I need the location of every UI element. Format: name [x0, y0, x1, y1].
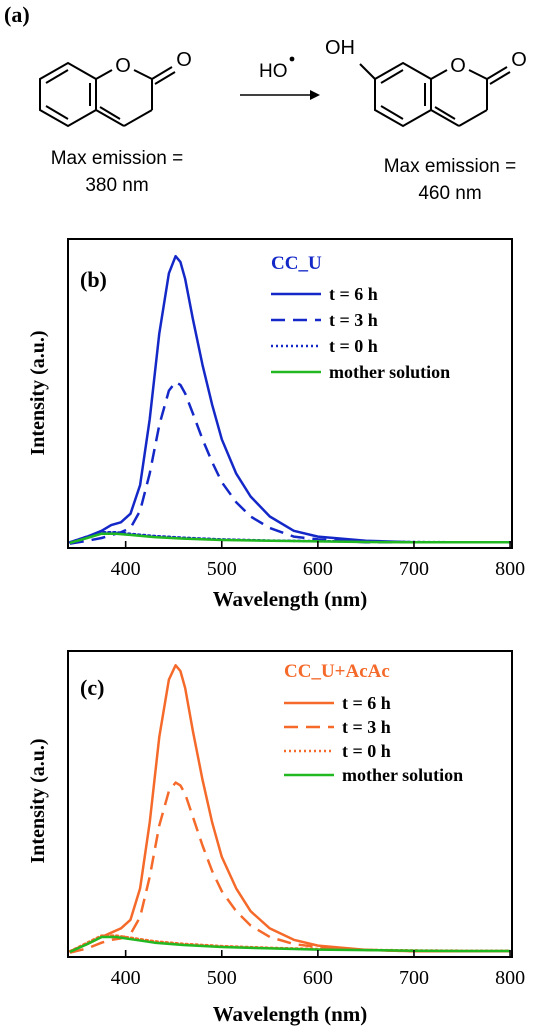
coumarin-structure	[39, 61, 176, 128]
hydroxy-group: OH	[325, 37, 355, 59]
legend-label: t = 0 h	[342, 741, 391, 761]
x-tick-label: 700	[399, 558, 429, 580]
chart-panel-b: 400 500 600 700 800 (b) CC_U t = 6 ht = 3 ht…	[27, 238, 525, 611]
plot-area	[68, 254, 512, 545]
x-tick-label: 400	[111, 967, 141, 989]
legend: t = 6 h t = 3 h t = 0 h mother solution	[284, 693, 463, 785]
series-line-0	[69, 664, 511, 953]
coumarin-ring-o: O	[115, 55, 131, 77]
x-tick-label: 400	[111, 558, 141, 580]
plot-frame	[67, 650, 513, 958]
reactant-caption-line1: Max emission =	[51, 148, 184, 169]
x-tick-label: 800	[495, 558, 525, 580]
x-axis-label: Wavelength (nm)	[213, 587, 368, 611]
reaction-arrow-head	[310, 90, 320, 100]
x-tick-label: 500	[207, 967, 237, 989]
y-axis-label: Intensity (a.u.)	[27, 330, 49, 455]
series-line-0	[69, 254, 511, 544]
x-tick-label: 600	[303, 967, 333, 989]
legend-title: CC_U+AcAc	[284, 661, 390, 682]
legend-title: CC_U	[271, 253, 322, 274]
series-line-3	[69, 935, 511, 954]
panel-a-label: (a)	[4, 2, 30, 27]
legend-label: t = 3 h	[329, 310, 378, 330]
legend: t = 6 h t = 3 h t = 0 h mother solution	[271, 284, 450, 382]
series-line-3	[69, 532, 511, 545]
x-tick-label: 800	[495, 967, 525, 989]
chart-panel-c: 400 500 600 700 800 (c) CC_U+AcAc t = 6 ht =…	[27, 650, 525, 1026]
hydroxycoumarin-carbonyl-o: O	[511, 49, 527, 71]
radical-dot	[289, 56, 295, 62]
reactant-caption-line2: 380 nm	[85, 175, 148, 196]
plot-frame	[67, 238, 513, 549]
x-ticks: 400 500 600 700 800	[111, 541, 525, 580]
legend-label: mother solution	[329, 362, 450, 382]
legend-label: t = 6 h	[329, 284, 378, 304]
series-line-1	[69, 781, 511, 954]
plot-area	[68, 664, 512, 954]
x-tick-label: 500	[207, 558, 237, 580]
product-caption-line1: Max emission =	[384, 156, 517, 177]
legend-label: mother solution	[342, 765, 463, 785]
x-axis-label: Wavelength (nm)	[213, 1002, 368, 1026]
hydroxycoumarin-ring-o: O	[450, 55, 466, 77]
legend-label: t = 6 h	[342, 693, 391, 713]
reagent-label: HO	[259, 61, 288, 82]
product-caption-line2: 460 nm	[418, 183, 481, 204]
legend-label: t = 0 h	[329, 336, 378, 356]
x-ticks: 400 500 600 700 800	[111, 950, 525, 989]
coumarin-carbonyl-o: O	[176, 49, 192, 71]
hydroxycoumarin-structure	[359, 61, 511, 128]
panel-label: (c)	[80, 675, 104, 700]
x-tick-label: 700	[399, 967, 429, 989]
reaction-scheme: (a) O O Max emission = 380 nm HO	[4, 2, 527, 204]
y-axis-label: Intensity (a.u.)	[27, 738, 49, 863]
panel-label: (b)	[80, 267, 107, 292]
legend-label: t = 3 h	[342, 717, 391, 737]
series-line-1	[69, 380, 511, 545]
x-tick-label: 600	[303, 558, 333, 580]
